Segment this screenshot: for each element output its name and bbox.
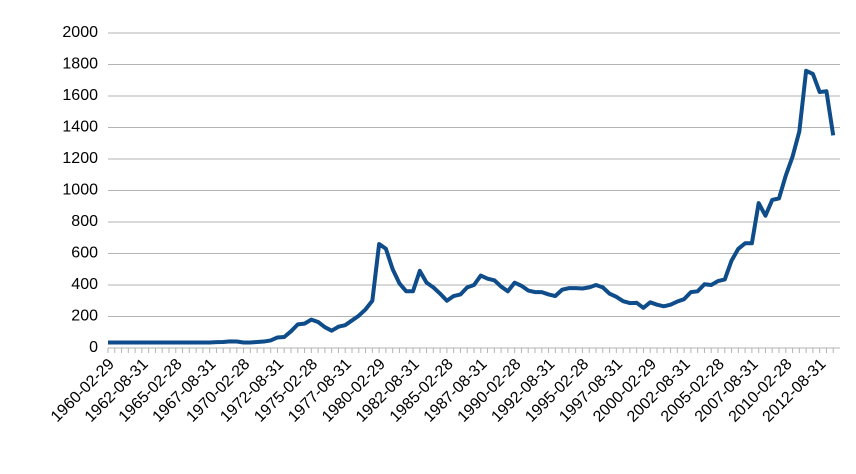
y-tick-label: 200 — [71, 308, 98, 325]
series-line — [108, 68, 836, 345]
y-tick-label: 800 — [71, 213, 98, 230]
y-tick-label: 400 — [71, 276, 98, 293]
y-tick-label: 1200 — [62, 150, 98, 167]
y-tick-label: 2000 — [62, 24, 98, 41]
y-tick-label: 600 — [71, 245, 98, 262]
y-tick-label: 1000 — [62, 182, 98, 199]
y-tick-label: 1800 — [62, 56, 98, 73]
y-tick-label: 1600 — [62, 87, 98, 104]
y-tick-label: 1400 — [62, 119, 98, 136]
y-tick-label: 0 — [89, 339, 98, 356]
